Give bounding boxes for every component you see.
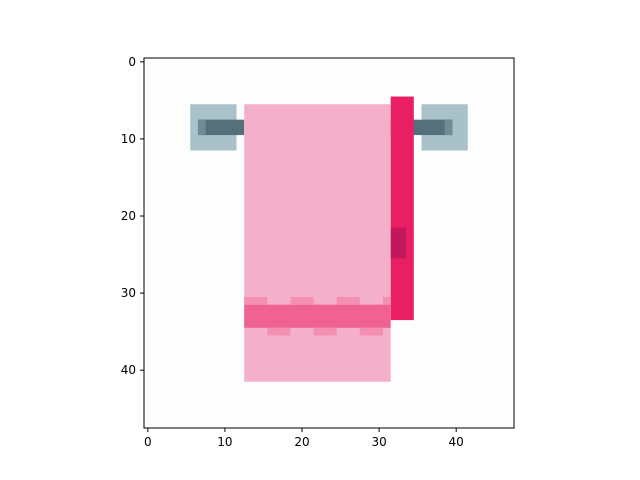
y-tick-label: 30 bbox=[121, 286, 136, 300]
y-tick-label: 10 bbox=[121, 132, 136, 146]
rod-left-pixels bbox=[197, 119, 245, 136]
back-towel-shade-pixels bbox=[390, 227, 407, 259]
x-tick-label: 30 bbox=[371, 435, 386, 449]
y-axis: 0 10 20 30 40 bbox=[121, 55, 144, 377]
band-wave-pixel bbox=[305, 296, 314, 305]
y-tick-label: 40 bbox=[121, 363, 136, 377]
band-wave-pixel bbox=[344, 296, 353, 305]
band-wave-pixel bbox=[244, 296, 252, 305]
x-axis: 0 10 20 30 40 bbox=[144, 428, 464, 449]
band-wave-pixel bbox=[290, 296, 299, 305]
y-tick-label: 20 bbox=[121, 209, 136, 223]
x-tick-label: 20 bbox=[294, 435, 309, 449]
band-wave-pixel bbox=[259, 296, 268, 305]
band-wave-pixel bbox=[298, 296, 306, 305]
x-tick-label: 40 bbox=[449, 435, 464, 449]
front-towel-pixels bbox=[244, 104, 391, 382]
rod-right-cap-pixels bbox=[444, 119, 453, 136]
band-wave-pixel bbox=[313, 327, 322, 336]
band-wave-pixel bbox=[352, 296, 360, 305]
band-wave-pixel bbox=[382, 296, 391, 305]
axes-frame bbox=[143, 57, 515, 429]
y-tick-label: 0 bbox=[128, 55, 136, 69]
front-towel-band-pixels bbox=[244, 304, 391, 328]
band-wave-pixel bbox=[251, 296, 260, 305]
x-tick-label: 0 bbox=[144, 435, 152, 449]
band-wave-pixel bbox=[321, 327, 329, 336]
x-tick-label: 10 bbox=[217, 435, 232, 449]
band-wave-pixel bbox=[375, 327, 383, 336]
band-wave-pixel bbox=[275, 327, 283, 336]
band-wave-pixel bbox=[282, 327, 291, 336]
band-wave-pixel bbox=[329, 327, 337, 336]
band-wave-pixel bbox=[367, 327, 376, 336]
rod-left-cap-pixels bbox=[197, 119, 206, 136]
band-wave-pixel bbox=[267, 327, 276, 336]
band-wave-pixel bbox=[359, 327, 368, 336]
image-pixels bbox=[144, 58, 514, 428]
band-wave-pixel bbox=[336, 296, 345, 305]
back-towel-pixels bbox=[390, 96, 414, 321]
